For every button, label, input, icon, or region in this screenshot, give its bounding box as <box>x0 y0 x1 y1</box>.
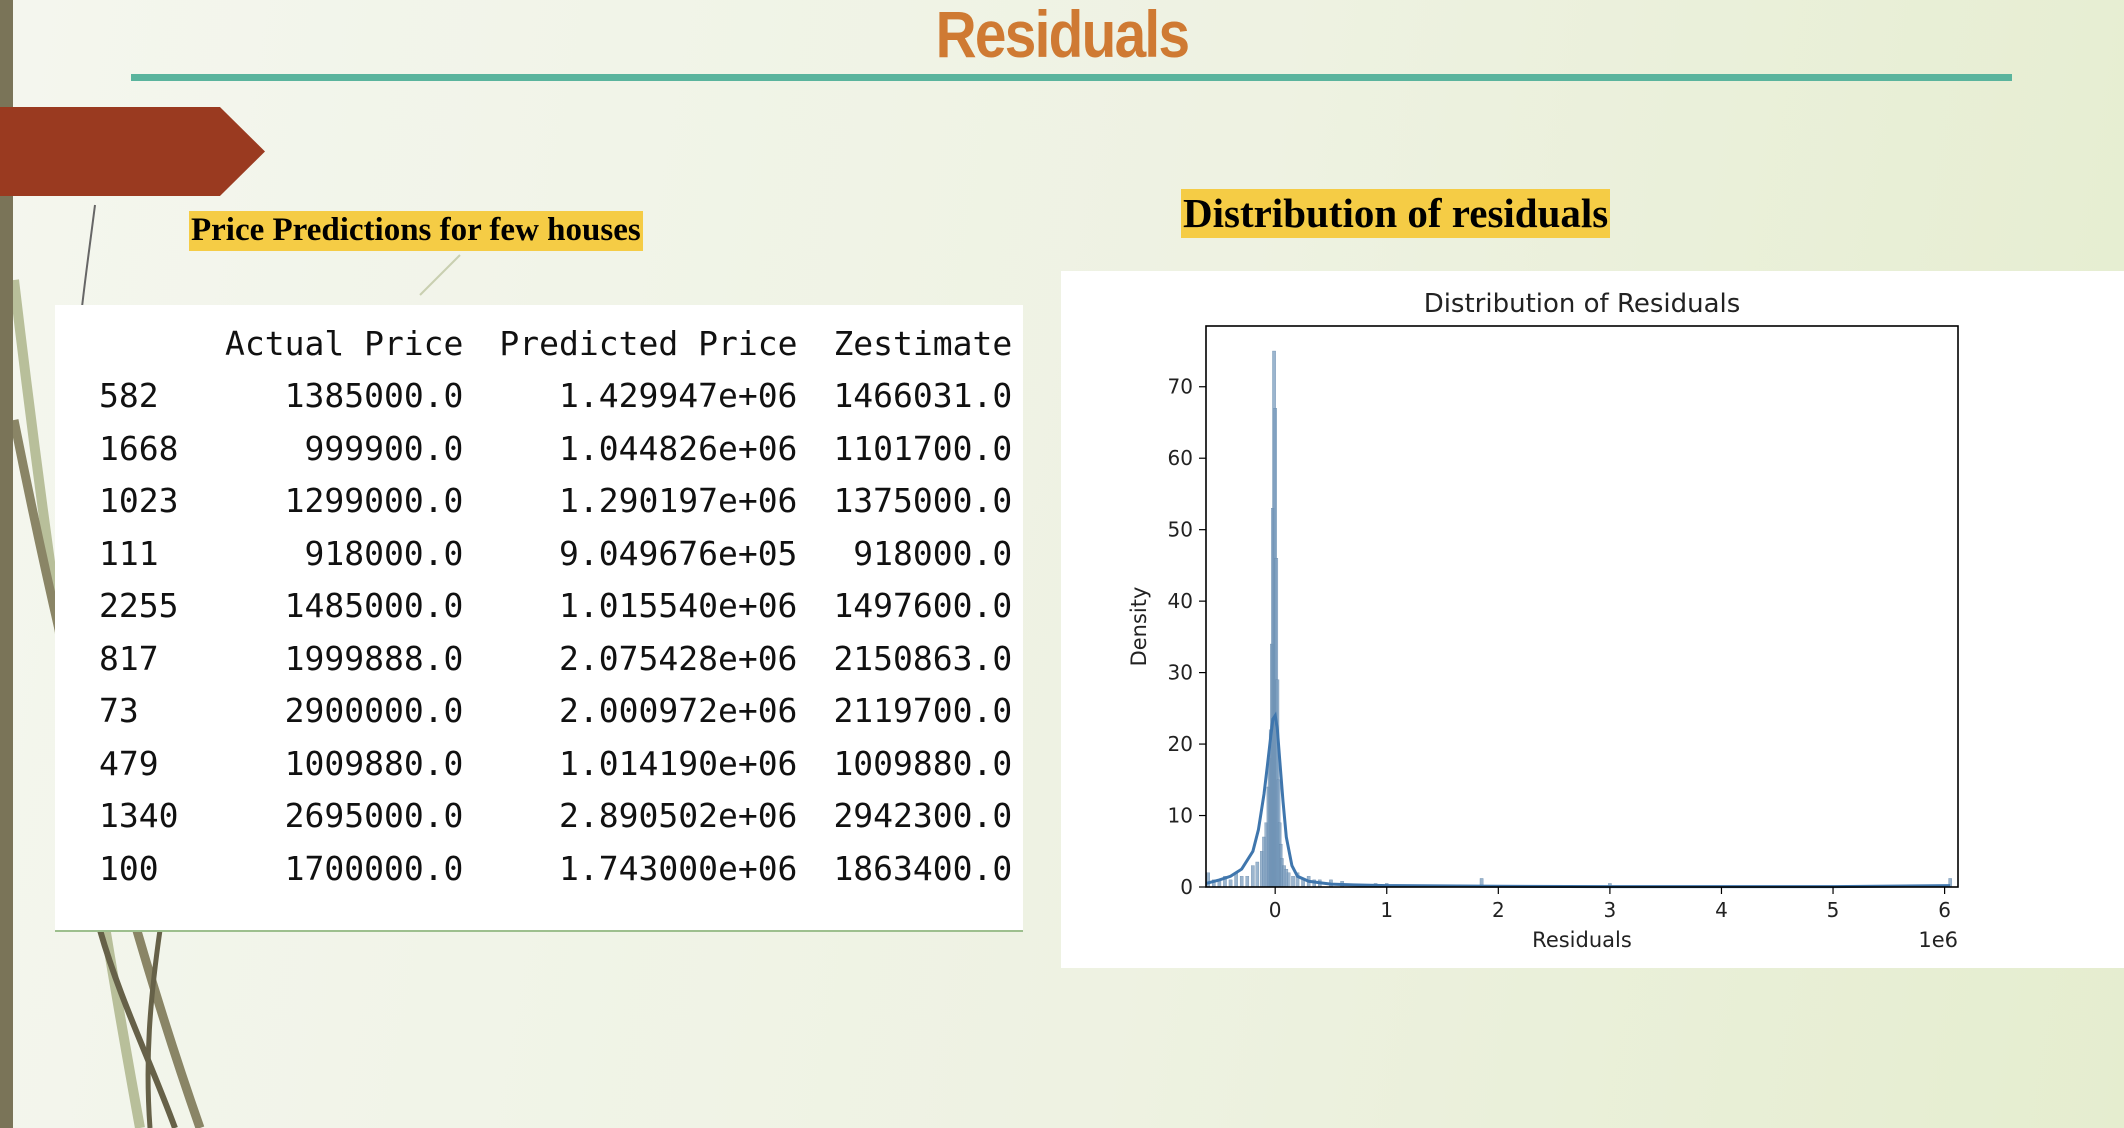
x-tick-label: 1 <box>1380 898 1393 922</box>
table-caption: Price Predictions for few houses <box>189 211 643 251</box>
table-row: 2255 1485000.0 1.015540e+06 1497600.0 <box>99 580 1012 633</box>
table-column-header: Predicted Price <box>499 323 798 363</box>
y-tick-label: 70 <box>1168 375 1193 399</box>
table-cell: 1385000.0 <box>284 376 464 416</box>
table-cell: 1497600.0 <box>833 586 1013 626</box>
row-index-cell: 1668 <box>99 428 179 468</box>
table-cell: 2942300.0 <box>833 796 1013 836</box>
y-tick-label: 60 <box>1168 446 1193 470</box>
table-cell: 1999888.0 <box>284 638 464 678</box>
table-cell: 2695000.0 <box>284 796 464 836</box>
row-index-cell: 1340 <box>99 796 179 836</box>
y-tick-label: 40 <box>1168 589 1193 613</box>
table-cell: 2900000.0 <box>284 691 464 731</box>
plot-frame <box>1205 325 1959 888</box>
table-cell: 1.429947e+06 <box>559 376 798 416</box>
arrow-tab-shape <box>0 107 265 196</box>
slide-title: Residuals <box>935 0 1190 71</box>
histogram-bar <box>1228 879 1233 888</box>
chart-title: Distribution of Residuals <box>1424 289 1741 319</box>
table-cell: 1466031.0 <box>833 376 1013 416</box>
x-tick-label: 4 <box>1715 898 1728 922</box>
table-index-header <box>99 317 189 370</box>
table-row: 1340 2695000.0 2.890502e+06 2942300.0 <box>99 790 1012 843</box>
row-index-cell: 582 <box>99 376 159 416</box>
decor-stroke <box>145 929 163 1128</box>
y-tick-label: 30 <box>1168 661 1193 685</box>
histogram-bar <box>1245 876 1250 888</box>
table-cell: 1299000.0 <box>284 481 464 521</box>
histogram-bar <box>1286 872 1291 888</box>
x-axis-label: Residuals <box>1532 928 1632 952</box>
left-accent-bar <box>0 0 13 1128</box>
table-header-row: Actual Price Predicted Price Zestimate <box>99 317 1012 370</box>
x-tick-label: 3 <box>1604 898 1617 922</box>
table-column-header: Actual Price <box>225 323 464 363</box>
x-tick-label: 5 <box>1827 898 1840 922</box>
table-cell: 9.049676e+05 <box>559 533 798 573</box>
y-tick-label: 10 <box>1168 804 1193 828</box>
histogram-bar <box>1255 861 1260 888</box>
row-index-cell: 111 <box>99 533 159 573</box>
table-cell: 918000.0 <box>853 533 1013 573</box>
row-index-cell: 100 <box>99 848 159 888</box>
kde-curve <box>1205 711 1951 889</box>
table-cell: 1700000.0 <box>284 848 464 888</box>
row-index-cell: 73 <box>99 691 139 731</box>
x-tick-label: 6 <box>1938 898 1951 922</box>
y-axis-label: Density <box>1127 587 1151 667</box>
table-cell: 918000.0 <box>304 533 464 573</box>
table-row: 111 918000.0 9.049676e+05 918000.0 <box>99 527 1012 580</box>
table-cell: 1.743000e+06 <box>559 848 798 888</box>
table-cell: 2.000972e+06 <box>559 691 798 731</box>
table-cell: 1.290197e+06 <box>559 481 798 521</box>
row-index-cell: 1023 <box>99 481 179 521</box>
table-cell: 1375000.0 <box>833 481 1013 521</box>
table-cell: 1.014190e+06 <box>559 743 798 783</box>
x-tick-label: 2 <box>1492 898 1505 922</box>
table-row: 817 1999888.0 2.075428e+06 2150863.0 <box>99 632 1012 685</box>
decor-stroke <box>97 929 178 1128</box>
histogram-bar <box>1251 865 1255 888</box>
table-column-header: Zestimate <box>833 323 1013 363</box>
table-row: 100 1700000.0 1.743000e+06 1863400.0 <box>99 842 1012 895</box>
table-cell: 1485000.0 <box>284 586 464 626</box>
histogram-bar <box>1291 876 1295 888</box>
histogram-bar <box>1206 872 1210 888</box>
table-row: 479 1009880.0 1.014190e+06 1009880.0 <box>99 737 1012 790</box>
table-cell: 999900.0 <box>304 428 464 468</box>
title-divider <box>131 74 2012 81</box>
table-row: 1668 999900.0 1.044826e+06 1101700.0 <box>99 422 1012 475</box>
table-cell: 1863400.0 <box>833 848 1013 888</box>
histogram-bar <box>1239 876 1244 888</box>
x-tick-label: 0 <box>1269 898 1282 922</box>
table-cell: 1101700.0 <box>833 428 1013 468</box>
y-tick-label: 20 <box>1168 732 1193 756</box>
table-cell: 1009880.0 <box>833 743 1013 783</box>
table-cell: 2150863.0 <box>833 638 1013 678</box>
chart-caption: Distribution of residuals <box>1181 189 1611 239</box>
y-tick-label: 50 <box>1168 518 1193 542</box>
predictions-table: Actual Price Predicted Price Zestimate 582… <box>99 317 1012 895</box>
x-axis-offset-label: 1e6 <box>1918 928 1958 952</box>
table-cell: 1.015540e+06 <box>559 586 798 626</box>
row-index-cell: 479 <box>99 743 159 783</box>
predictions-table-panel: Actual Price Predicted Price Zestimate 582… <box>55 305 1023 932</box>
table-cell: 2.890502e+06 <box>559 796 798 836</box>
decor-stroke <box>419 254 461 296</box>
table-row: 73 2900000.0 2.000972e+06 2119700.0 <box>99 685 1012 738</box>
row-index-cell: 817 <box>99 638 159 678</box>
table-cell: 1009880.0 <box>284 743 464 783</box>
table-row: 582 1385000.0 1.429947e+06 1466031.0 <box>99 370 1012 423</box>
y-tick-label: 0 <box>1180 875 1193 899</box>
table-row: 1023 1299000.0 1.290197e+06 1375000.0 <box>99 475 1012 528</box>
row-index-cell: 2255 <box>99 586 179 626</box>
table-cell: 2.075428e+06 <box>559 638 798 678</box>
table-cell: 1.044826e+06 <box>559 428 798 468</box>
table-cell: 2119700.0 <box>833 691 1013 731</box>
residuals-chart-panel: 0 1 2 3 4 5 6 0 10 20 30 40 50 60 70 Distribution of Re… <box>1061 271 2124 968</box>
